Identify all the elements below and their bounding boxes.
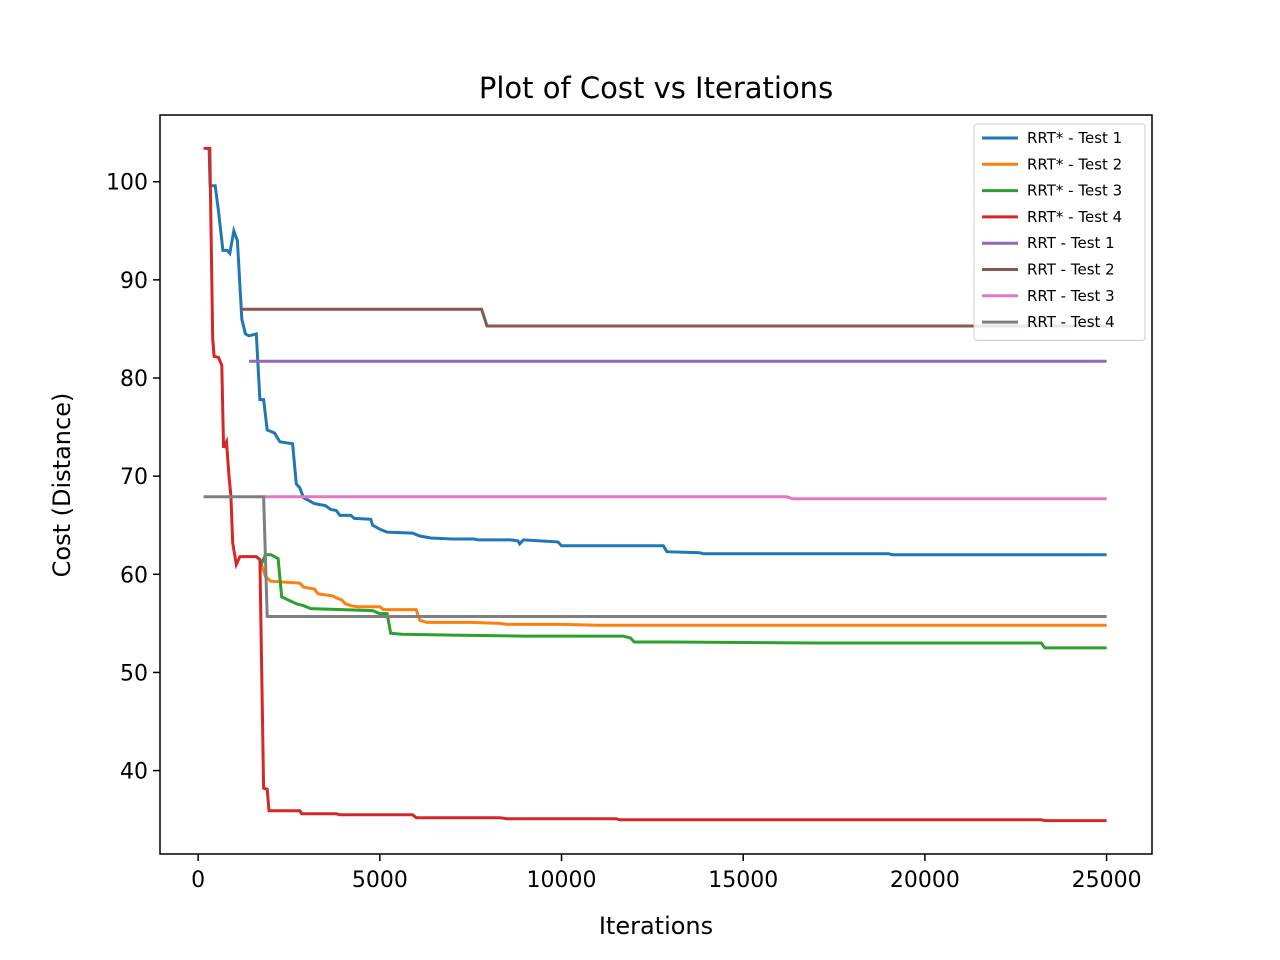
x-axis-title: Iterations [599, 912, 713, 940]
y-tick-label: 70 [120, 465, 148, 490]
legend: RRT* - Test 1 RRT* - Test 2 RRT* - Test 3 R… [973, 123, 1146, 341]
series-line-8 [203, 495, 1107, 618]
series-line-7 [263, 495, 1107, 501]
y-axis: 40 50 60 70 80 90 100 [106, 171, 160, 785]
y-tick-label: 40 [120, 760, 148, 785]
series-line-3 [258, 553, 1107, 650]
x-tick-label: 10000 [527, 868, 597, 893]
y-tick-label: 50 [120, 661, 148, 686]
series-line-6 [241, 307, 1107, 328]
series-line-2 [258, 559, 1107, 627]
x-tick-label: 25000 [1072, 868, 1142, 893]
legend-box [973, 123, 1146, 341]
y-tick-label: 90 [120, 269, 148, 294]
legend-label: RRT - Test 3 [1027, 287, 1115, 305]
legend-label: RRT* - Test 1 [1027, 129, 1122, 147]
legend-label: RRT* - Test 4 [1027, 208, 1122, 226]
legend-label: RRT* - Test 3 [1027, 182, 1122, 200]
plot-frame [159, 114, 1153, 855]
x-tick-label: 5000 [352, 868, 408, 893]
series-layer [203, 146, 1107, 823]
series-line-4 [203, 146, 1107, 823]
y-tick-label: 60 [120, 563, 148, 588]
x-tick-label: 0 [191, 868, 205, 893]
chart-title: Plot of Cost vs Iterations [479, 71, 833, 105]
x-tick-label: 15000 [708, 868, 778, 893]
y-tick-label: 80 [120, 367, 148, 392]
series-line-1 [207, 148, 1107, 557]
legend-label: RRT* - Test 2 [1027, 155, 1122, 173]
legend-label: RRT - Test 4 [1027, 313, 1115, 331]
x-tick-label: 20000 [890, 868, 960, 893]
legend-label: RRT - Test 2 [1027, 261, 1115, 279]
legend-label: RRT - Test 1 [1027, 234, 1115, 252]
y-axis-title: Cost (Distance) [48, 393, 76, 578]
y-tick-label: 100 [106, 171, 148, 196]
x-axis: 0 5000 10000 15000 20000 25000 [191, 854, 1142, 893]
